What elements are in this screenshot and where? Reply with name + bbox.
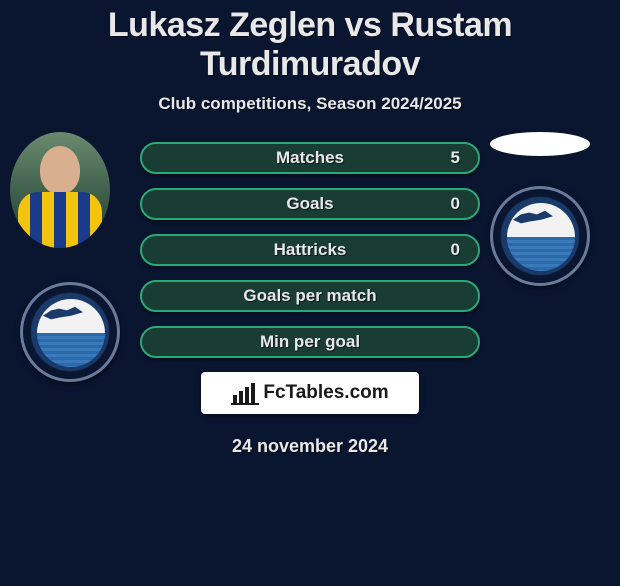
stat-value: 0: [451, 194, 460, 214]
page-subtitle: Club competitions, Season 2024/2025: [0, 94, 620, 114]
logo-text: FcTables.com: [263, 382, 388, 404]
stat-row: Goals 0: [140, 188, 480, 220]
stat-label: Min per goal: [260, 332, 360, 352]
stat-label: Matches: [276, 148, 344, 168]
stat-value: 5: [451, 148, 460, 168]
stat-value: 0: [451, 240, 460, 260]
fctables-logo: FcTables.com: [201, 372, 419, 414]
stat-row: Matches 5: [140, 142, 480, 174]
stat-label: Goals per match: [243, 286, 376, 306]
stats-area: Matches 5 Goals 0 Hattricks 0 Goals per …: [0, 142, 620, 358]
bar-chart-icon: [231, 381, 259, 405]
stat-row: Min per goal: [140, 326, 480, 358]
stat-row: Hattricks 0: [140, 234, 480, 266]
page-title: Lukasz Zeglen vs Rustam Turdimuradov: [0, 6, 620, 84]
stat-row: Goals per match: [140, 280, 480, 312]
stat-label: Goals: [286, 194, 333, 214]
stat-label: Hattricks: [274, 240, 347, 260]
comparison-date: 24 november 2024: [0, 436, 620, 457]
